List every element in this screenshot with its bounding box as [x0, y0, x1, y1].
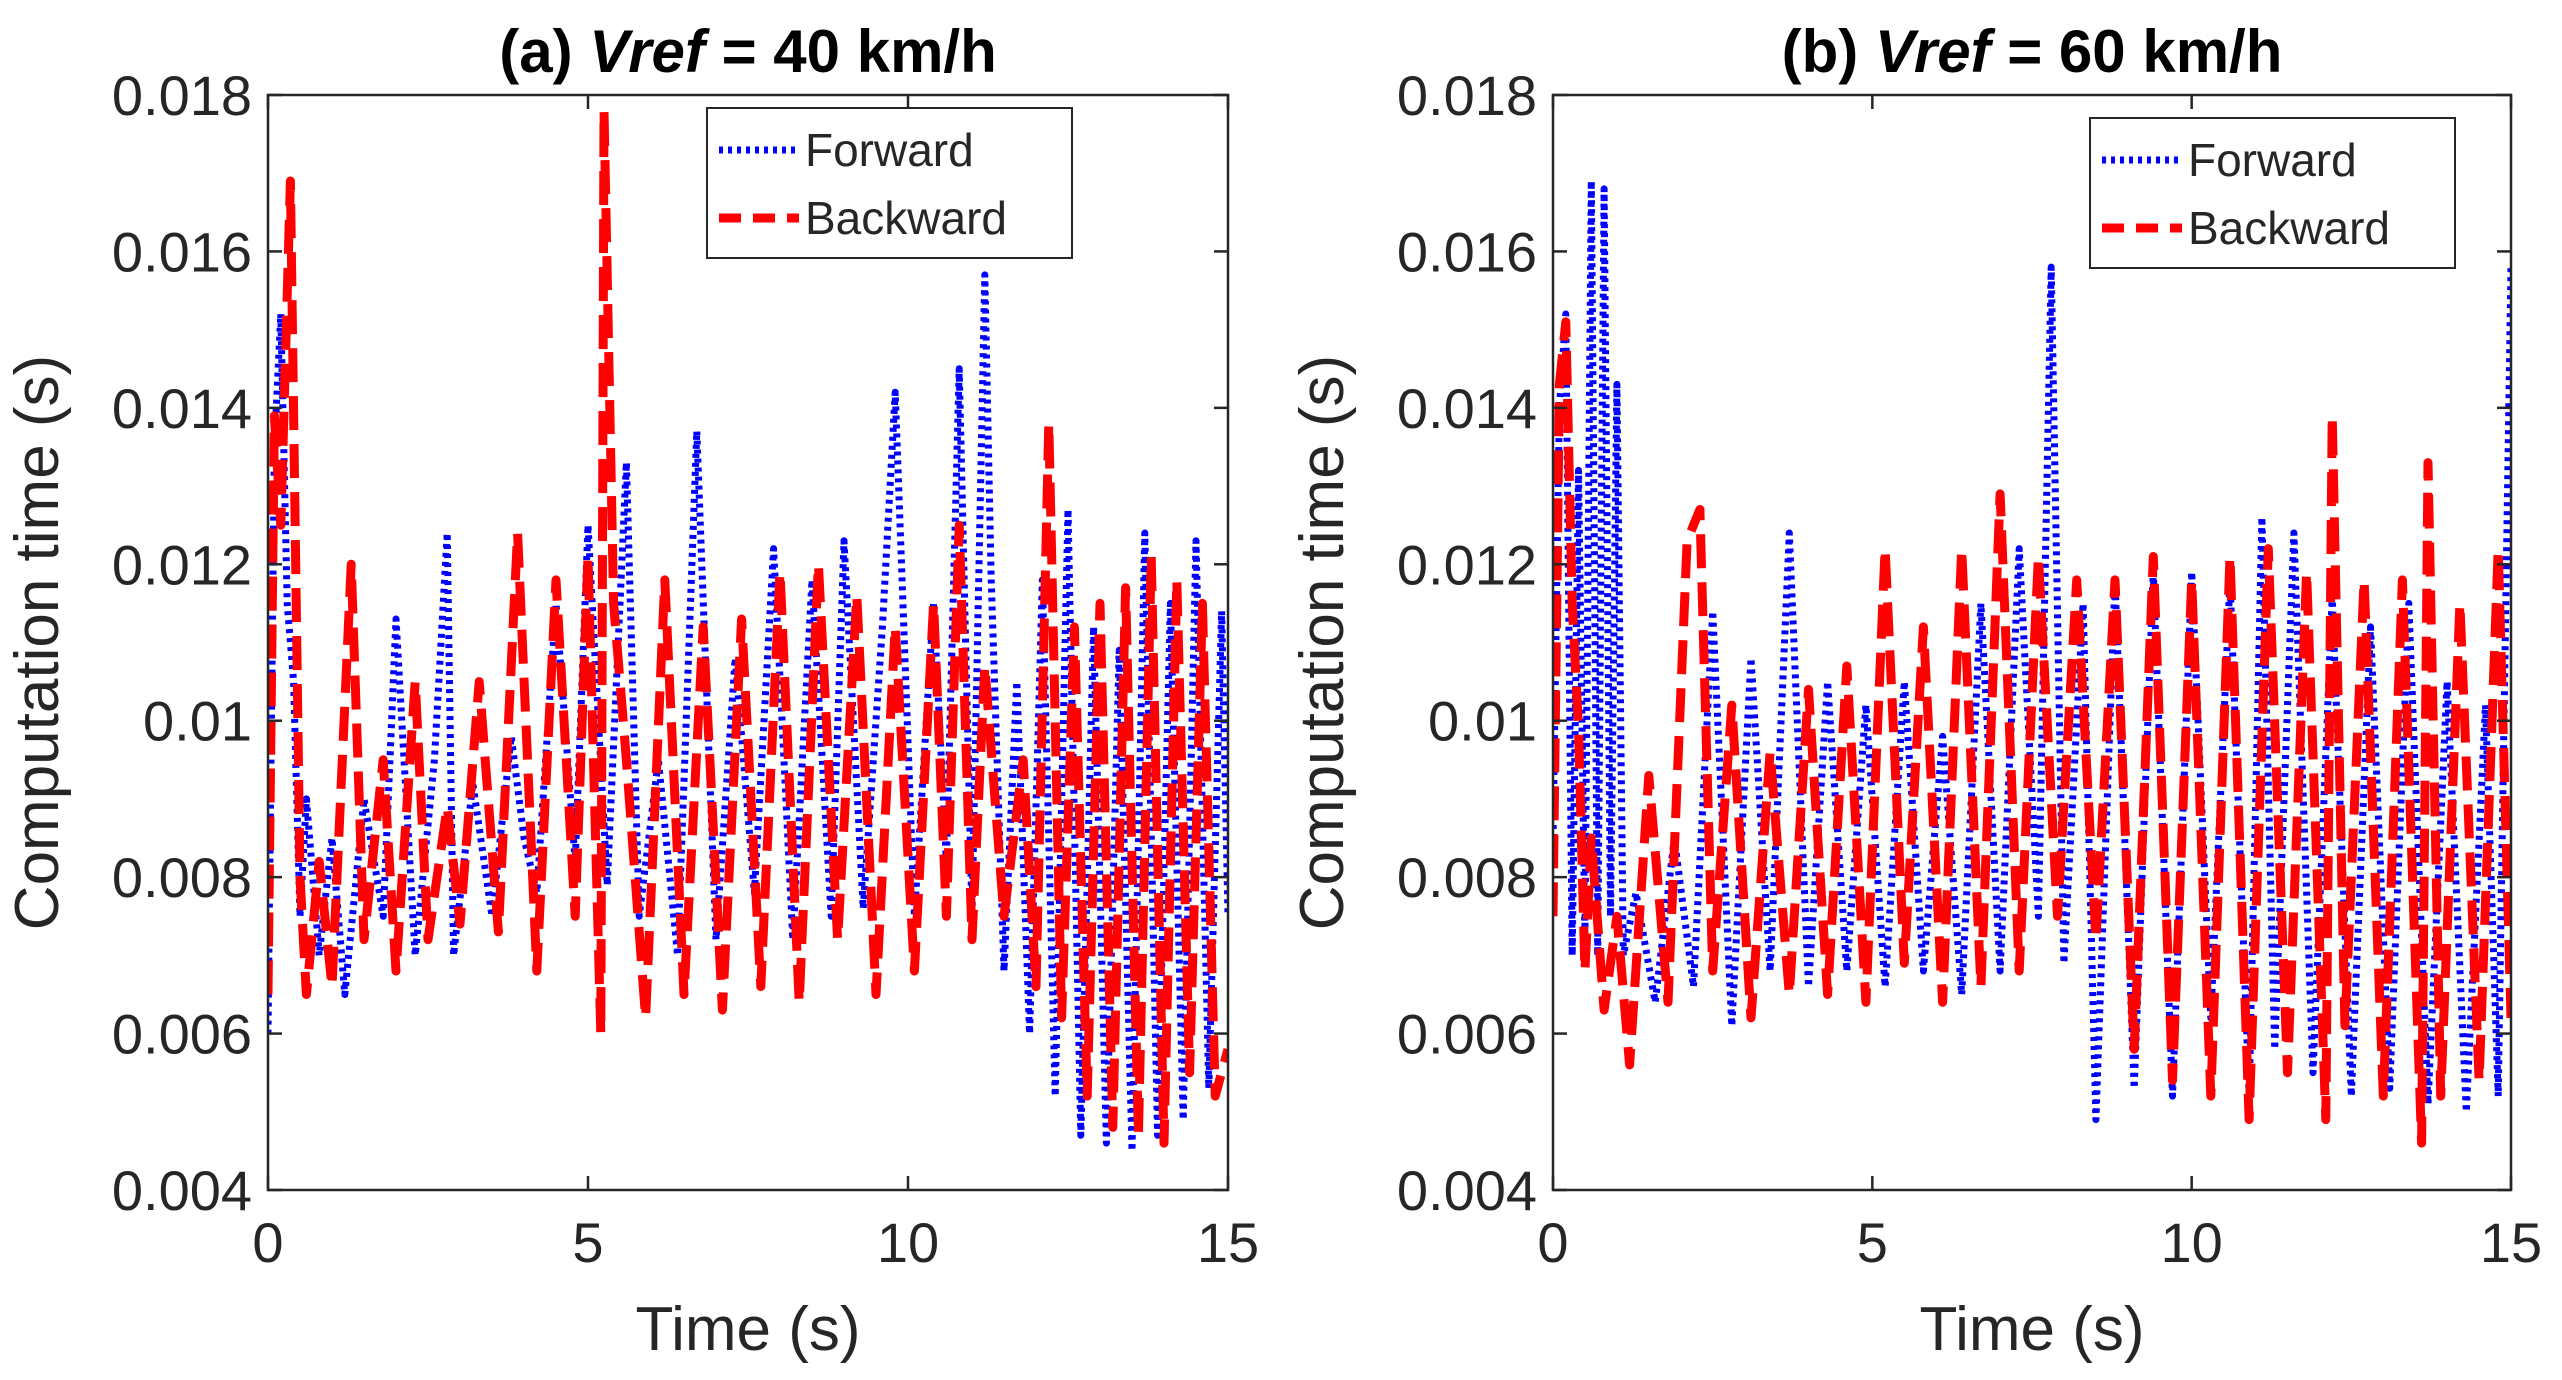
- axes-box: [1551, 93, 2513, 1192]
- title-variable: Vref: [1875, 18, 1996, 85]
- y-tick-label: 0.016: [1397, 220, 1537, 283]
- series-group: [1553, 177, 2511, 1148]
- x-tick-label: 15: [1197, 1211, 1259, 1274]
- legend-label-backward: Backward: [805, 192, 1007, 244]
- y-tick-label: 0.012: [1397, 533, 1537, 596]
- series-line-forward: [268, 271, 1228, 1155]
- y-tick-label: 0.014: [112, 377, 252, 440]
- legend-box: [2089, 117, 2456, 269]
- x-tick-label: 5: [572, 1211, 603, 1274]
- legend: Forward Backward: [706, 107, 1073, 259]
- y-axis-title: Computation time (s): [1288, 355, 1357, 930]
- panel-title: (a) Vref = 40 km/h: [499, 18, 996, 85]
- legend: Forward Backward: [2089, 117, 2456, 269]
- x-tick-label: 15: [2480, 1211, 2542, 1274]
- y-tick-label: 0.018: [112, 64, 252, 127]
- series-group: [268, 106, 1228, 1155]
- axes-box: [266, 93, 1230, 1192]
- legend-label-forward: Forward: [805, 124, 974, 176]
- legend-box: [706, 107, 1073, 259]
- y-tick-label: 0.004: [1397, 1159, 1537, 1222]
- x-tick-label: 10: [877, 1211, 939, 1274]
- series-line-backward: [268, 106, 1228, 1148]
- x-tick-label: 10: [2161, 1211, 2223, 1274]
- y-tick-label: 0.006: [112, 1003, 252, 1066]
- title-prefix: (b): [1782, 18, 1875, 85]
- y-tick-label: 0.008: [112, 846, 252, 909]
- y-tick-label: 0.016: [112, 220, 252, 283]
- legend-label-backward: Backward: [2188, 202, 2390, 254]
- legend-label-forward: Forward: [2188, 134, 2357, 186]
- y-tick-label: 0.01: [143, 690, 252, 753]
- panel-title: (b) Vref = 60 km/h: [1782, 18, 2283, 85]
- y-tick-label: 0.01: [1428, 690, 1537, 753]
- x-axis-title: Time (s): [636, 1295, 861, 1364]
- y-tick-label: 0.006: [1397, 1003, 1537, 1066]
- x-tick-label: 0: [252, 1211, 283, 1274]
- panel-a: 0 5 10 15 0.004 0.006 0.008 0.01 0.012 0.014 0.016…: [3, 18, 1259, 1364]
- y-axis-title: Computation time (s): [3, 355, 72, 930]
- title-suffix: = 60 km/h: [1991, 18, 2283, 85]
- y-tick-label: 0.008: [1397, 846, 1537, 909]
- panel-b: 0 5 10 15 0.004 0.006 0.008 0.01 0.012 0.014 0.016…: [1288, 18, 2542, 1364]
- series-line-backward: [1553, 317, 2511, 1148]
- y-tick-label: 0.018: [1397, 64, 1537, 127]
- x-axis-title: Time (s): [1920, 1295, 2145, 1364]
- y-tick-label: 0.004: [112, 1159, 252, 1222]
- y-tick-label: 0.014: [1397, 377, 1537, 440]
- y-tick-label: 0.012: [112, 533, 252, 596]
- x-tick-label: 0: [1537, 1211, 1568, 1274]
- title-suffix: = 40 km/h: [705, 18, 997, 85]
- title-variable: Vref: [589, 18, 710, 85]
- title-prefix: (a): [499, 18, 589, 85]
- x-tick-label: 5: [1857, 1211, 1888, 1274]
